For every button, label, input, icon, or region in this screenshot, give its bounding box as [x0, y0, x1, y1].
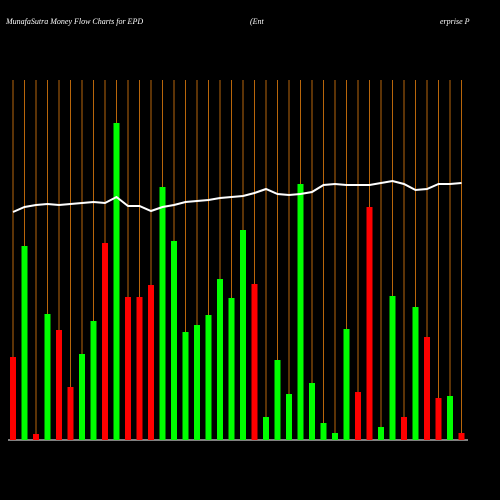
bar	[412, 307, 419, 440]
bar	[366, 207, 373, 440]
chart-subtitle: (Ent	[250, 17, 265, 26]
bar	[182, 332, 189, 440]
bar	[33, 434, 39, 440]
bar	[205, 315, 212, 440]
line	[12, 179, 462, 213]
bar	[447, 396, 453, 440]
bar	[309, 383, 315, 440]
bar	[343, 329, 350, 440]
bar	[274, 360, 281, 440]
bar	[113, 123, 120, 440]
bar	[435, 398, 442, 440]
bar	[458, 433, 465, 440]
bar	[424, 337, 430, 440]
bar	[297, 184, 304, 440]
bar	[228, 298, 235, 440]
bar	[90, 321, 97, 440]
bar	[148, 285, 154, 440]
bar	[401, 417, 407, 440]
bar	[263, 417, 269, 440]
bar	[67, 387, 74, 440]
bar	[378, 427, 384, 440]
bar	[21, 246, 28, 440]
bar	[332, 433, 338, 440]
bar	[171, 241, 177, 440]
bar	[251, 284, 258, 440]
bar	[194, 325, 200, 440]
bar	[389, 296, 396, 440]
bar	[56, 330, 62, 440]
bar	[44, 314, 51, 440]
bar	[102, 243, 108, 440]
bar	[10, 357, 16, 440]
chart-subtitle: erprise P	[440, 17, 470, 26]
chart-title: MunafaSutra Money Flow Charts for EPD	[5, 17, 143, 26]
bar	[240, 230, 246, 440]
bar	[159, 187, 166, 440]
bar	[79, 354, 85, 440]
bar	[217, 279, 223, 440]
bar	[320, 423, 327, 440]
bar	[125, 297, 131, 440]
bar	[136, 297, 143, 440]
bar	[355, 392, 361, 440]
bar	[286, 394, 292, 440]
